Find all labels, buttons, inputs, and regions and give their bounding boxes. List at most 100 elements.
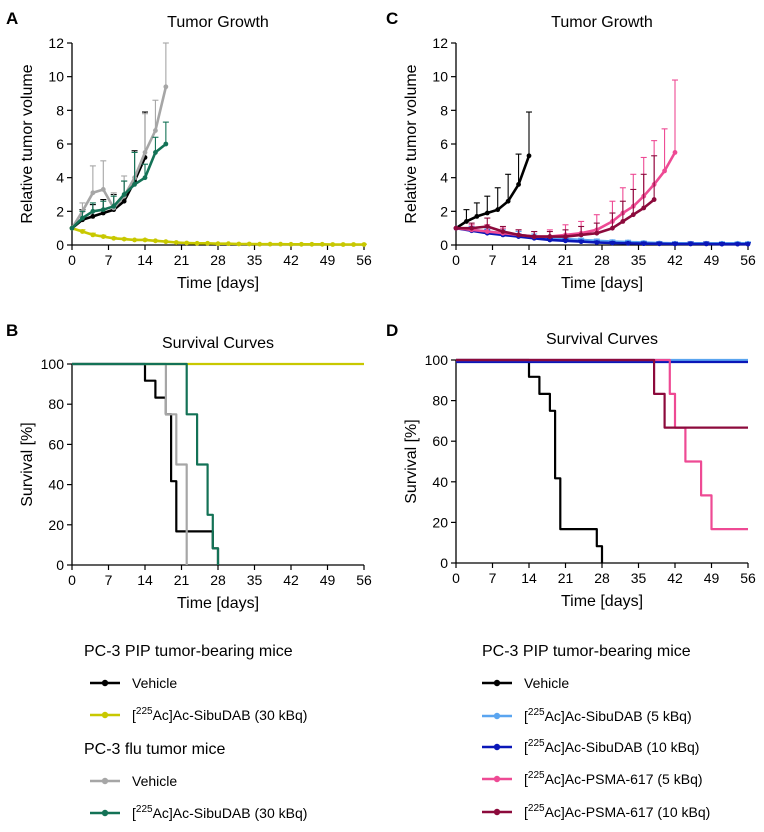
data-point (153, 150, 158, 155)
data-point (641, 205, 647, 211)
data-point (469, 225, 475, 231)
legend-label-pre: [ (524, 804, 528, 820)
data-point (630, 212, 636, 218)
x-tick-label: 7 (489, 252, 497, 268)
x-tick-label: 14 (137, 572, 153, 588)
data-point (288, 241, 294, 247)
y-tick-label: 2 (56, 203, 64, 219)
data-point (205, 240, 210, 246)
data-point (578, 239, 584, 245)
x-tick-label: 14 (521, 570, 537, 586)
y-tick-label: 4 (440, 170, 448, 186)
x-tick-label: 56 (356, 252, 372, 268)
data-point (526, 153, 532, 159)
legend-swatch-marker (101, 809, 109, 817)
y-tick-label: 0 (56, 237, 64, 253)
y-tick-label: 0 (440, 237, 448, 253)
y-tick-label: 6 (440, 136, 448, 152)
y-tick-label: 20 (432, 514, 448, 530)
data-point (594, 240, 600, 245)
y-tick-label: 40 (48, 477, 64, 493)
y-tick-label: 12 (48, 35, 64, 51)
y-tick-label: 60 (432, 433, 448, 449)
series-225ac-ac-psma-617-10-kbq (456, 358, 748, 429)
data-point (351, 242, 356, 247)
legend-label-pre: [ (132, 707, 136, 723)
x-tick-label: 56 (740, 570, 756, 586)
legend-label: [225Ac]Ac-SibuDAB (30 kBq) (132, 804, 307, 821)
x-axis-label: Time [days] (177, 275, 259, 292)
legend-left-heading-pip: PC-3 PIP tumor-bearing mice (84, 643, 293, 660)
series-line-225ac-ac-psma-617-5-kbq (456, 358, 748, 531)
data-point (80, 215, 85, 221)
data-point (453, 225, 459, 231)
data-point (267, 241, 273, 247)
legend-label-pre: Vehicle (524, 675, 569, 691)
data-point (132, 237, 137, 243)
data-point (719, 241, 725, 247)
y-tick-label: 8 (440, 102, 448, 118)
legend-swatch-marker (493, 712, 501, 720)
y-tick-label: 6 (56, 136, 64, 152)
legend-label-post: Ac]Ac-SibuDAB (30 kBq) (153, 805, 308, 821)
y-tick-label: 20 (48, 517, 64, 533)
x-tick-label: 49 (704, 570, 720, 586)
y-axis-label: Relative tumor volume (403, 64, 420, 223)
series-line-flu-225ac-ac-sibudab-30-kbq (72, 362, 220, 565)
data-point (688, 241, 694, 247)
x-tick-label: 42 (667, 252, 683, 268)
x-tick-label: 35 (631, 570, 647, 586)
data-point (163, 141, 169, 147)
series-line-flu-vehicle (72, 362, 188, 565)
series-line-vehicle (456, 358, 604, 563)
x-tick-label: 21 (558, 252, 574, 268)
y-tick-label: 0 (56, 557, 64, 573)
data-point (163, 239, 169, 245)
data-point (111, 203, 117, 209)
data-point (484, 210, 490, 216)
data-point (69, 225, 75, 231)
data-point (80, 229, 85, 234)
data-point (330, 242, 336, 247)
x-tick-label: 49 (320, 252, 336, 268)
legend-item: Vehicle (90, 675, 177, 691)
legend-left-heading-flu: PC-3 flu tumor mice (84, 741, 225, 758)
data-point (142, 150, 148, 155)
data-point (672, 150, 678, 155)
legend-item: [225Ac]Ac-SibuDAB (30 kBq) (90, 804, 307, 821)
series-line-flu-225ac-ac-sibudab-30-kbq (71, 142, 167, 230)
legend-label: [225Ac]Ac-SibuDAB (5 kBq) (524, 707, 692, 724)
x-tick-label: 42 (667, 570, 683, 586)
legend-label-sup: 225 (528, 738, 545, 749)
data-point (121, 198, 127, 204)
legend-item: [225Ac]Ac-SibuDAB (10 kBq) (482, 738, 699, 755)
panel-letter-c: C (386, 9, 398, 28)
data-point (516, 232, 521, 238)
panel-letter-d: D (386, 321, 398, 340)
survival-chart-pip-flu: Survival Curves 0 20 40 60 80 100 0 7 14 21 28 35 42 4… (19, 335, 372, 612)
tumor-growth-chart-pip-dose: Tumor Growth 0 2 4 6 8 10 12 0 7 14 21 28 35 42 49 56 Tim… (403, 14, 756, 292)
legend-label-post: Ac]Ac-PSMA-617 (5 kBq) (545, 771, 703, 787)
data-point (236, 241, 242, 247)
y-tick-label: 0 (440, 555, 448, 571)
y-tick-label: 10 (432, 69, 448, 85)
legend-label-post: Ac]Ac-SibuDAB (30 kBq) (153, 707, 308, 723)
data-point (340, 242, 346, 247)
series-flu-225ac-ac-sibudab-30-kbq (72, 362, 220, 565)
x-tick-label: 7 (489, 570, 497, 586)
data-point (100, 187, 106, 192)
x-axis-label: Time [days] (561, 593, 643, 610)
legend-right-heading-pip: PC-3 PIP tumor-bearing mice (482, 643, 691, 660)
data-point (484, 229, 490, 234)
y-axis-label: Relative tumor volume (19, 64, 36, 223)
y-tick-label: 80 (48, 396, 64, 412)
x-axis-label: Time [days] (561, 275, 643, 292)
y-tick-label: 10 (48, 69, 64, 85)
chart-title: Survival Curves (162, 335, 274, 352)
data-point (464, 219, 469, 224)
y-tick-label: 12 (432, 35, 448, 51)
y-axis-label: Survival [%] (19, 422, 36, 506)
data-point (142, 175, 148, 181)
series-vehicle (453, 111, 532, 231)
legend-label-sup: 225 (528, 770, 545, 781)
